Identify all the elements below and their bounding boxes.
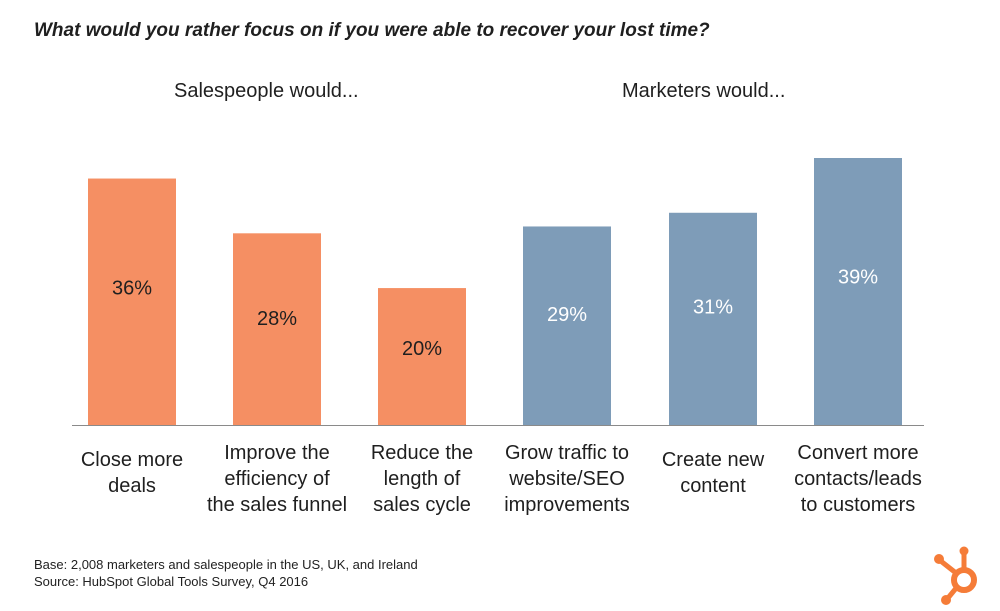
bar-value-label-3: 29% xyxy=(547,304,587,326)
bar-value-label-0: 36% xyxy=(112,278,152,300)
bar-1 xyxy=(233,233,321,425)
category-label-5: Convert more contacts/leads to customers xyxy=(794,442,922,516)
group-label-salespeople: Salespeople would... xyxy=(174,80,359,102)
bar-chart: 36% Close more deals 28% Improve the efficien… xyxy=(72,158,924,516)
category-label-2: Reduce the length of sales cycle xyxy=(371,442,473,516)
footnote-source: Source: HubSpot Global Tools Survey, Q4 … xyxy=(34,574,309,589)
category-label-0: Close more deals xyxy=(81,449,183,497)
bar-5 xyxy=(814,158,902,425)
bar-value-label-4: 31% xyxy=(693,297,733,319)
bar-4 xyxy=(669,212,757,425)
bar-2 xyxy=(378,288,466,425)
hubspot-sprocket-icon xyxy=(934,546,977,605)
category-label-4: Create new content xyxy=(662,449,765,497)
bar-value-label-1: 28% xyxy=(257,308,297,330)
bar-3 xyxy=(523,226,611,425)
group-label-marketers: Marketers would... xyxy=(622,80,786,102)
bar-value-label-2: 20% xyxy=(402,338,442,360)
bar-value-label-5: 39% xyxy=(838,266,878,288)
bar-0 xyxy=(88,178,176,425)
footnote-base: Base: 2,008 marketers and salespeople in… xyxy=(34,557,418,572)
category-label-1: Improve the efficiency of the sales funnel xyxy=(207,442,347,516)
category-label-3: Grow traffic to website/SEO improvements xyxy=(504,442,630,516)
chart-title: What would you rather focus on if you we… xyxy=(34,20,710,41)
